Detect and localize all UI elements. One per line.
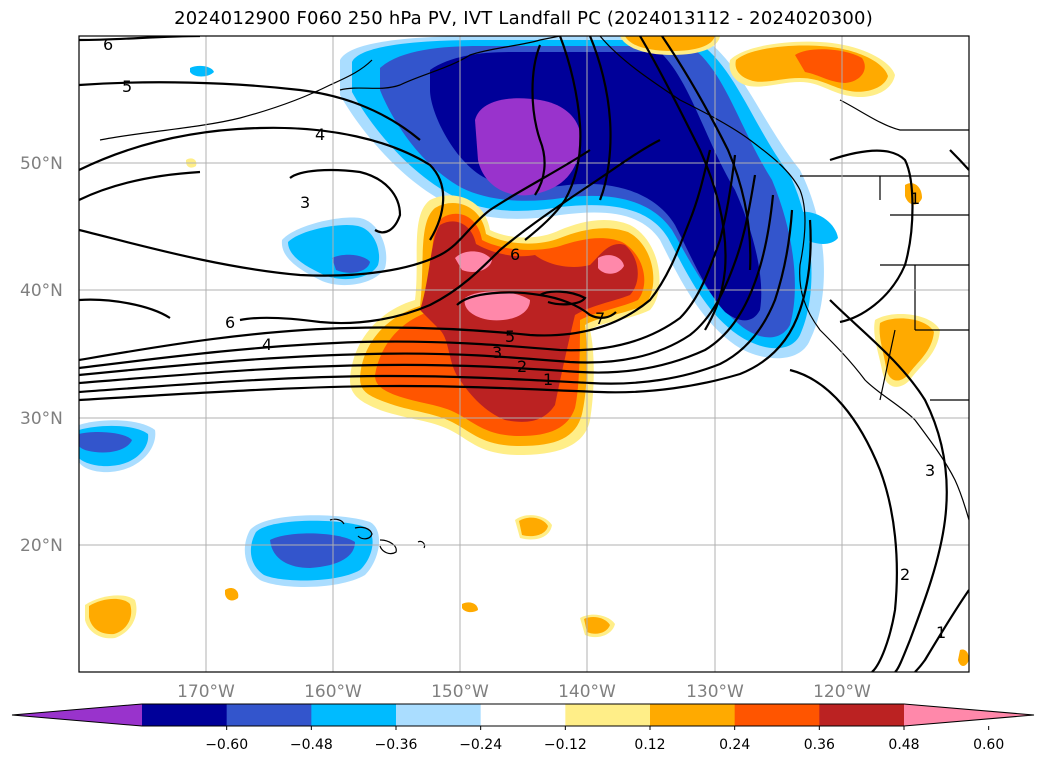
- contour-label: 2: [900, 565, 910, 584]
- colorbar-extend-high: [904, 704, 1034, 726]
- lon-tick-label: 120°W: [813, 682, 871, 702]
- colorbar-bin: [226, 704, 312, 726]
- colorbar-bin: [819, 704, 905, 726]
- lon-tick-label: 130°W: [686, 682, 744, 702]
- colorbar-bin: [311, 704, 397, 726]
- ivt-contours: [79, 36, 969, 672]
- contour-label: 6: [225, 313, 235, 332]
- colorbar-tick-label: 0.48: [888, 737, 919, 753]
- contour-label: 6: [103, 35, 113, 54]
- lat-tick-label: 30°N: [20, 409, 63, 429]
- contour-label: 6: [510, 245, 520, 264]
- contour-label: 1: [543, 370, 553, 389]
- colorbar-tick-label: −0.12: [544, 737, 587, 753]
- contour-label: 3: [925, 461, 935, 480]
- colorbar-tick-label: −0.24: [459, 737, 502, 753]
- coastlines: [99, 36, 969, 555]
- colorbar: −0.60 −0.48 −0.36 −0.24 −0.12 0.12 0.24 0.36 0.4…: [11, 703, 1035, 753]
- contour-label: 4: [315, 125, 325, 144]
- lon-tick-label: 150°W: [431, 682, 489, 702]
- colorbar-outline: [11, 703, 1035, 727]
- contour-label: 4: [262, 335, 272, 354]
- colorbar-tick-label: 0.24: [719, 737, 750, 753]
- contour-label: 1: [910, 189, 920, 208]
- lat-tick-labels: 20°N 30°N 40°N 50°N: [20, 154, 63, 556]
- contour-label: 5: [505, 327, 515, 346]
- lon-tick-label: 170°W: [177, 682, 235, 702]
- colorbar-extend-low: [12, 704, 142, 726]
- contour-label: 3: [492, 343, 502, 362]
- colorbar-tick-label: −0.48: [290, 737, 333, 753]
- lat-tick-label: 50°N: [20, 154, 63, 174]
- colorbar-tick-label: 0.36: [804, 737, 835, 753]
- colorbar-tick-label: −0.36: [375, 737, 418, 753]
- lon-tick-label: 160°W: [304, 682, 362, 702]
- gridlines: [79, 36, 969, 672]
- colorbar-bin: [396, 704, 482, 726]
- colorbar-tick-label: 0.60: [973, 737, 1004, 753]
- map-frame: [78, 35, 970, 673]
- contour-labels: 6 5 4 3 6 4 6 5 3 2 1 7 3 2 1 1: [103, 35, 946, 642]
- contour-label: 3: [300, 193, 310, 212]
- lon-tick-labels: 170°W 160°W 150°W 140°W 130°W 120°W: [177, 682, 871, 702]
- colorbar-bin: [734, 704, 820, 726]
- lon-tick-label: 140°W: [558, 682, 616, 702]
- contour-label: 2: [517, 357, 527, 376]
- lat-tick-label: 40°N: [20, 281, 63, 301]
- figure-title: 2024012900 F060 250 hPa PV, IVT Landfall…: [174, 8, 873, 29]
- colorbar-tick-label: −0.60: [205, 737, 248, 753]
- colorbar-bin: [480, 704, 566, 726]
- lat-tick-label: 20°N: [20, 536, 63, 556]
- colorbar-bin: [142, 704, 228, 726]
- contour-label: 5: [122, 77, 132, 96]
- colorbar-bin: [565, 704, 651, 726]
- contour-label: 7: [595, 309, 605, 328]
- colorbar-bin: [650, 704, 736, 726]
- contour-label: 1: [936, 623, 946, 642]
- colorbar-tick-label: 0.12: [634, 737, 665, 753]
